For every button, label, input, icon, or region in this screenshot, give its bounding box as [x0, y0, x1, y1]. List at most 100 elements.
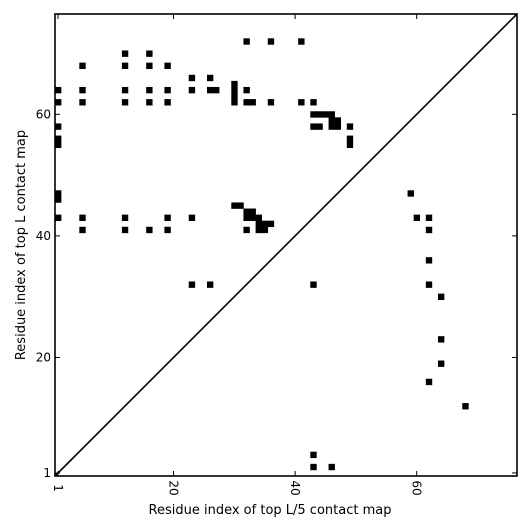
- contact-point: [79, 226, 86, 234]
- contact-point: [55, 190, 62, 197]
- plot-frame: [54, 13, 518, 477]
- contact-point: [298, 99, 305, 106]
- contact-point: [316, 111, 323, 118]
- contact-point: [425, 378, 433, 386]
- contact-point: [267, 99, 275, 106]
- contact-point: [79, 214, 86, 221]
- x-axis-ticks: 1 20 40 60: [51, 14, 424, 496]
- x-tick-label: 40: [288, 480, 302, 495]
- contact-point: [243, 208, 250, 215]
- contact-point: [206, 86, 214, 94]
- contact-point: [334, 123, 342, 130]
- contact-point: [55, 123, 62, 130]
- contact-point: [55, 214, 62, 221]
- contact-point: [188, 214, 196, 221]
- contact-point: [79, 86, 86, 94]
- contact-point: [146, 62, 153, 70]
- contact-point: [231, 86, 238, 94]
- contact-point: [121, 226, 129, 234]
- contact-point: [267, 38, 275, 45]
- contact-point: [243, 99, 250, 106]
- contact-point: [328, 117, 335, 124]
- contact-point: [243, 214, 250, 221]
- contact-point: [267, 220, 275, 228]
- contact-point: [146, 99, 153, 106]
- contact-point: [188, 281, 196, 288]
- contact-points: [55, 38, 469, 471]
- y-axis-label: Residue index of top L contact map: [14, 130, 29, 360]
- x-tick-label: 60: [410, 480, 424, 495]
- contact-point: [328, 463, 335, 471]
- contact-point: [255, 226, 262, 234]
- contact-point: [55, 86, 62, 94]
- contact-point: [462, 403, 469, 410]
- contact-point: [310, 123, 317, 130]
- contact-point: [298, 38, 305, 45]
- contact-point: [55, 99, 62, 106]
- contact-point: [121, 214, 129, 221]
- contact-point: [231, 93, 238, 100]
- x-tick-label: 20: [167, 480, 181, 495]
- contact-point: [437, 293, 445, 301]
- contact-point: [310, 111, 317, 118]
- contact-point: [146, 50, 153, 57]
- contact-point: [188, 86, 196, 94]
- y-tick-label: 40: [36, 229, 51, 243]
- contact-point: [121, 99, 129, 106]
- contact-point: [188, 74, 196, 82]
- contact-point: [310, 281, 317, 288]
- contact-point: [231, 99, 238, 106]
- contact-point: [146, 226, 153, 234]
- contact-point: [310, 451, 317, 459]
- y-tick-label: 1: [43, 466, 51, 480]
- contact-point: [231, 202, 238, 209]
- x-axis-label: Residue index of top L/5 contact map: [149, 503, 392, 518]
- contact-point: [425, 257, 433, 264]
- contact-point: [121, 62, 129, 70]
- contact-point: [425, 281, 433, 288]
- contact-point: [55, 196, 62, 203]
- contact-point: [237, 202, 244, 209]
- contact-point: [310, 99, 317, 106]
- contact-point: [55, 141, 62, 149]
- contact-point: [55, 135, 62, 142]
- contact-point: [164, 214, 171, 221]
- contact-point: [146, 86, 153, 94]
- contact-point: [121, 50, 129, 57]
- contact-point: [121, 86, 129, 94]
- contact-point: [261, 220, 269, 228]
- contact-point: [164, 226, 171, 234]
- contact-point: [346, 135, 354, 142]
- contact-point: [261, 226, 269, 234]
- contact-point: [255, 220, 262, 228]
- x-tick-label: 1: [51, 484, 65, 492]
- contact-point: [249, 99, 256, 106]
- contact-point: [164, 99, 171, 106]
- contact-point: [249, 208, 256, 215]
- contact-point: [79, 99, 86, 106]
- contact-point: [437, 336, 445, 343]
- contact-point: [206, 74, 214, 82]
- contact-point: [328, 123, 335, 130]
- y-tick-label: 60: [36, 107, 51, 121]
- contact-point: [255, 214, 262, 221]
- contact-point: [334, 117, 342, 124]
- contact-point: [346, 123, 354, 130]
- contact-point: [243, 226, 250, 234]
- contact-point: [310, 463, 317, 471]
- contact-point: [322, 111, 329, 118]
- contact-point: [346, 141, 354, 149]
- contact-point: [206, 281, 214, 288]
- diagonal-line: [54, 13, 518, 477]
- contact-point: [437, 360, 445, 367]
- contact-point: [316, 123, 323, 130]
- contact-point: [328, 111, 335, 118]
- contact-point: [243, 38, 250, 45]
- contact-point: [425, 214, 433, 221]
- contact-point: [425, 226, 433, 234]
- contact-point: [413, 214, 421, 221]
- contact-point: [243, 86, 250, 94]
- contact-point: [164, 86, 171, 94]
- contact-point: [79, 62, 86, 70]
